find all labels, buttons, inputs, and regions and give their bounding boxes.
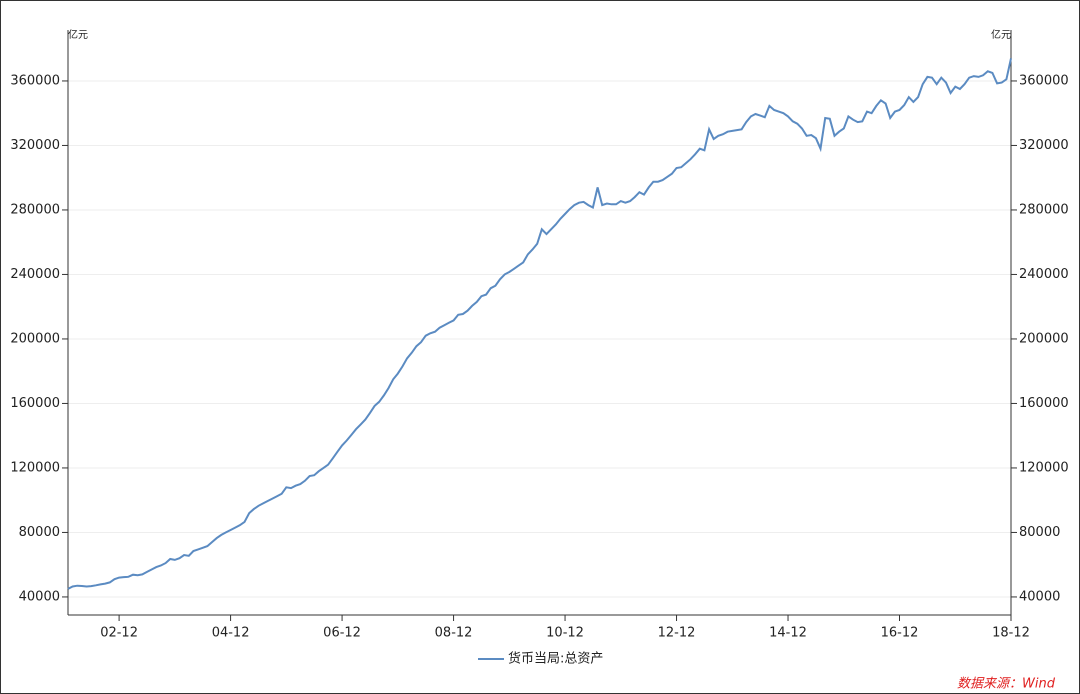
x-tick-label: 18-12 <box>992 626 1030 641</box>
x-tick-label: 04-12 <box>212 626 250 641</box>
y2-tick-label: 200000 <box>1019 331 1069 346</box>
y-tick-label: 200000 <box>10 331 60 346</box>
y2-unit: 亿元 <box>991 28 1011 41</box>
y2-tick-label: 40000 <box>1019 589 1060 604</box>
y2-tick-label: 80000 <box>1019 525 1060 540</box>
y-tick-label: 320000 <box>10 138 60 153</box>
x-tick-label: 08-12 <box>435 626 473 641</box>
line <box>67 58 1012 590</box>
x-tick-label: 16-12 <box>881 626 919 641</box>
source: 数据来源：Wind <box>957 677 1056 692</box>
y2-tick-label: 240000 <box>1019 267 1069 282</box>
x-tick-label: 10-12 <box>546 626 584 641</box>
y-tick-label: 240000 <box>10 267 60 282</box>
y2-tick-label: 360000 <box>1019 73 1069 88</box>
x-tick-label: 14-12 <box>769 626 807 641</box>
x-tick-label: 12-12 <box>658 626 696 641</box>
y-tick-label: 160000 <box>10 396 60 411</box>
legend-label: 货币当局:总资产 <box>508 651 603 667</box>
y2-tick-label: 320000 <box>1019 138 1069 153</box>
y-tick-label: 120000 <box>10 460 60 475</box>
y-tick-label: 80000 <box>19 525 60 540</box>
y-tick-label: 280000 <box>10 202 60 217</box>
x-tick-label: 06-12 <box>323 626 361 641</box>
y-unit: 亿元 <box>68 28 88 41</box>
y2-tick-label: 160000 <box>1019 396 1069 411</box>
y2-tick-label: 120000 <box>1019 460 1069 475</box>
y2-tick-label: 280000 <box>1019 202 1069 217</box>
x-tick-label: 02-12 <box>100 626 138 641</box>
y-tick-label: 360000 <box>10 73 60 88</box>
y-tick-label: 40000 <box>19 589 60 604</box>
